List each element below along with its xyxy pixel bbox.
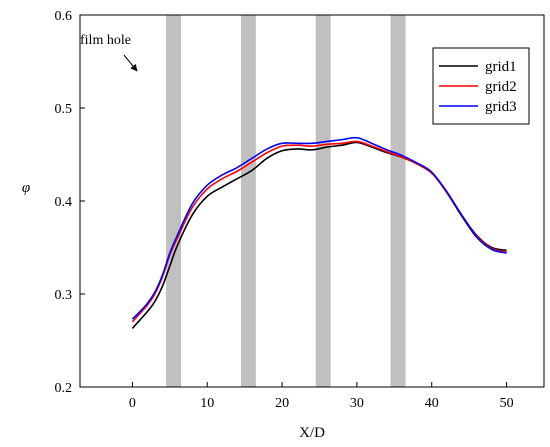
film-hole-arrow xyxy=(123,54,138,72)
x-tick-label: 20 xyxy=(275,396,289,411)
x-tick-label: 50 xyxy=(500,396,514,411)
legend-label-grid1: grid1 xyxy=(485,59,517,75)
film-hole-band-3 xyxy=(315,15,331,387)
y-axis-title: φ xyxy=(22,180,30,196)
x-tick-label: 10 xyxy=(200,396,214,411)
x-tick-label: 0 xyxy=(129,396,136,411)
film-hole-bands xyxy=(166,15,406,387)
y-axis: 0.2 0.3 0.4 0.5 0.6 xyxy=(55,9,85,396)
film-hole-band-2 xyxy=(240,15,256,387)
legend-label-grid3: grid3 xyxy=(485,99,517,115)
series-lines xyxy=(131,136,507,329)
x-axis: 0 10 20 30 40 50 xyxy=(129,382,514,411)
legend-label-grid2: grid2 xyxy=(485,79,517,95)
y-tick-label: 0.5 xyxy=(55,102,73,117)
x-tick-label: 40 xyxy=(425,396,439,411)
series-line-grid3 xyxy=(131,136,507,320)
y-tick-label: 0.4 xyxy=(55,195,73,210)
x-axis-title: X/D xyxy=(299,425,325,441)
y-tick-label: 0.6 xyxy=(55,9,73,24)
x-tick-label: 30 xyxy=(350,396,364,411)
film-hole-band-1 xyxy=(166,15,182,387)
y-tick-label: 0.3 xyxy=(55,288,73,303)
film-hole-label: film hole xyxy=(80,33,131,48)
film-hole-annotation: film hole xyxy=(80,33,138,72)
film-hole-band-4 xyxy=(390,15,406,387)
y-tick-label: 0.2 xyxy=(55,381,73,396)
legend: grid1 grid2 grid3 xyxy=(432,47,530,125)
